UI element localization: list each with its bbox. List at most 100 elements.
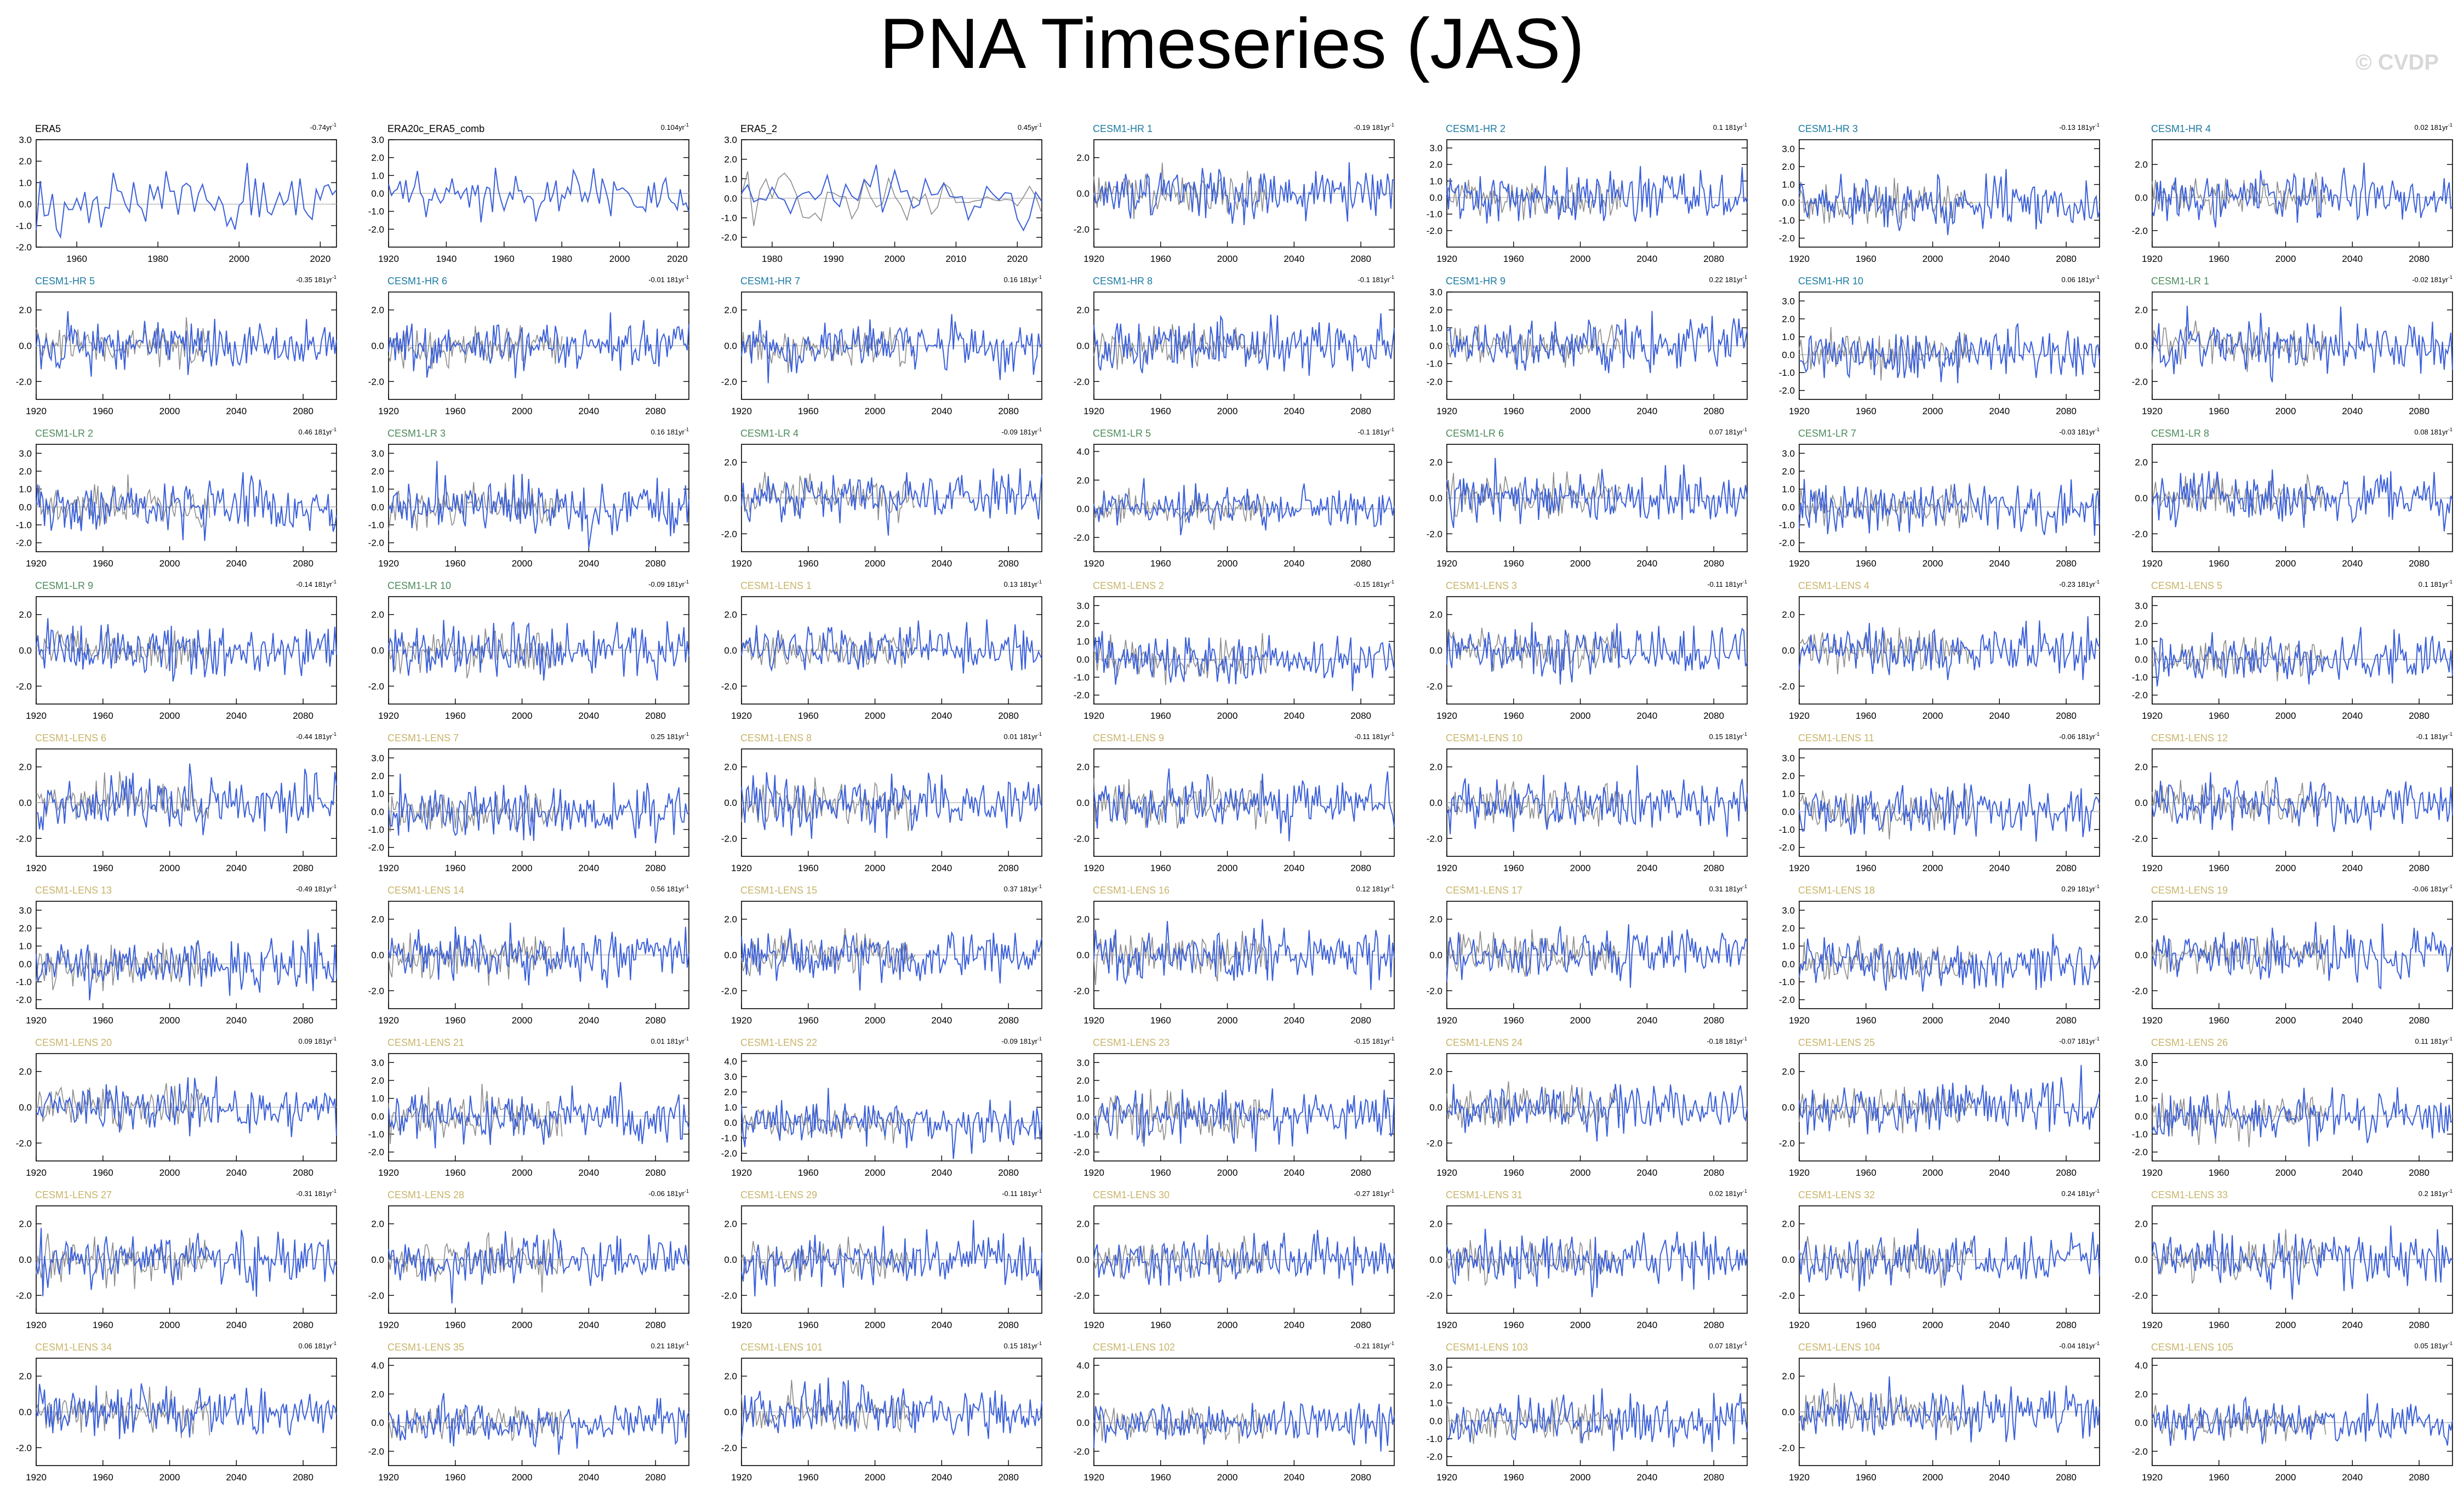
panel-trend-exponent: -1 [1743,579,1747,585]
x-tick-label: 2000 [865,863,886,873]
panel-trend: 0.15 181yr-1 [1004,1341,1042,1350]
x-tick-label: 1920 [378,1015,399,1026]
x-tick-label: 2080 [998,1320,1019,1330]
panel-cesm1-lens-16: CESM1-LENS 16 0.12 181yr-1 2.0 0.0 -2.0 1920 1… [1074,884,1395,1026]
reference-series-line [741,472,916,523]
x-tick-label: 1960 [445,1168,466,1178]
x-tick-label: 1960 [1856,558,1876,569]
figure-title: PNA Timeseries (JAS) [880,3,1584,83]
panel-trend: 0.56 181yr-1 [651,884,689,893]
y-tick-label: 1.0 [371,1094,384,1104]
pc-series-line [1799,323,2100,384]
y-tick-label: -2.0 [368,1446,384,1457]
panel-frame [1093,444,1395,552]
pc-series-line [1446,457,1748,528]
y-tick-label: 0.0 [19,341,32,351]
x-tick-label: 1920 [1083,711,1104,721]
x-tick-label: 2080 [293,558,313,569]
y-tick-label: -1.0 [1427,1434,1442,1444]
y-tick-label: -2.0 [1074,1290,1090,1301]
y-tick-label: -2.0 [368,538,384,548]
panel-cesm1-lens-26: CESM1-LENS 26 0.11 181yr-1 3.0 2.0 1.0 0.0 -1.… [2132,1036,2453,1178]
x-tick-label: 1960 [66,254,87,264]
x-tick-label: 1920 [1436,711,1457,721]
x-tick-label: 2080 [1703,1168,1724,1178]
x-tick-label: 1920 [2142,1168,2163,1178]
x-tick-label: 2000 [2275,254,2296,264]
panel-label: CESM1-LENS 35 [387,1342,464,1353]
panel-trend: 0.02 181yr-1 [2415,122,2452,131]
panel-label: CESM1-HR 3 [1798,123,1858,134]
x-tick-label: 2080 [1703,558,1724,569]
y-tick-label: 0.0 [371,341,384,351]
y-tick-label: 0.0 [371,1418,384,1428]
x-tick-label: 2000 [512,1168,533,1178]
y-tick-label: -2.0 [721,986,737,996]
panel-trend-exponent: -1 [2095,427,2100,432]
y-tick-label: 0.0 [2135,798,2148,808]
panel-cesm1-lr-4: CESM1-LR 4 -0.09 181yr-1 2.0 0.0 -2.0 1920 196… [721,427,1042,569]
x-tick-label: 1960 [1856,1320,1876,1330]
panel-label: CESM1-LENS 15 [740,885,817,896]
panel-trend: -0.15 181yr-1 [1354,579,1394,588]
panel-label: CESM1-LENS 16 [1093,885,1170,896]
y-tick-label: 3.0 [1429,1362,1442,1372]
x-tick-label: 1960 [1856,1015,1876,1026]
x-tick-label: 1920 [1083,558,1104,569]
panel-trend-exponent: -1 [332,1036,336,1042]
pc-series-line [388,774,689,844]
panel-trend-exponent: -1 [1390,1341,1394,1346]
y-tick-label: -2.0 [16,242,32,253]
panel-label: CESM1-LENS 103 [1446,1342,1528,1353]
y-tick-label: 2.0 [724,762,737,773]
x-tick-label: 2080 [293,406,313,416]
x-tick-label: 2000 [1217,1168,1238,1178]
panel-trend: -0.04 181yr-1 [2059,1341,2100,1350]
x-tick-label: 2000 [1923,1168,1943,1178]
y-tick-label: 3.0 [19,905,32,916]
panel-label: CESM1-LR 9 [35,580,93,591]
x-tick-label: 1920 [378,406,399,416]
y-tick-label: 0.0 [371,502,384,512]
y-tick-label: -1.0 [2132,672,2148,683]
panel-trend-exponent: -1 [1743,427,1747,432]
panel-trend-exponent: -1 [685,122,689,128]
panel-label: CESM1-LR 10 [387,580,451,591]
panel-label: CESM1-LENS 25 [1798,1037,1875,1048]
x-tick-label: 2080 [1703,1015,1724,1026]
pc-series-line [2152,922,2453,990]
panel-label: CESM1-LENS 4 [1798,580,1869,591]
reference-series-line [741,171,1042,226]
y-tick-label: 4.0 [1076,447,1090,457]
y-tick-label: -2.0 [16,1443,32,1453]
x-tick-label: 2040 [226,406,247,416]
x-tick-label: 2080 [2056,1168,2077,1178]
x-tick-label: 1920 [1789,863,1810,873]
panel-trend-exponent: -1 [685,1188,689,1194]
x-tick-label: 2000 [512,558,533,569]
x-tick-label: 2080 [2409,1168,2429,1178]
panel-trend: 0.13 181yr-1 [1004,579,1042,588]
x-tick-label: 2000 [512,406,533,416]
x-tick-label: 1920 [2142,1320,2163,1330]
x-tick-label: 1920 [731,1472,752,1483]
y-tick-label: -2.0 [2132,1290,2148,1301]
y-tick-label: 2.0 [724,155,737,165]
y-tick-label: 0.0 [2135,950,2148,960]
x-tick-label: 2080 [645,558,666,569]
x-tick-label: 1960 [1856,863,1876,873]
panel-trend: -0.11 181yr-1 [1002,1188,1042,1198]
y-tick-label: 1.0 [371,170,384,181]
x-tick-label: 2000 [1570,254,1591,264]
x-tick-label: 2080 [1703,254,1724,264]
panel-trend-exponent: -1 [685,1341,689,1346]
panel-label: CESM1-LR 4 [740,428,798,439]
x-tick-label: 2000 [1217,711,1238,721]
panel-trend-exponent: -1 [1390,1188,1394,1194]
y-tick-label: -2.0 [721,833,737,844]
panel-trend: 0.1 181yr-1 [2419,579,2452,588]
pc-series-line [1799,934,2100,992]
panel-trend: -0.11 181yr-1 [1707,579,1747,588]
y-tick-label: 1.0 [1076,1094,1090,1104]
x-tick-label: 2040 [931,406,952,416]
